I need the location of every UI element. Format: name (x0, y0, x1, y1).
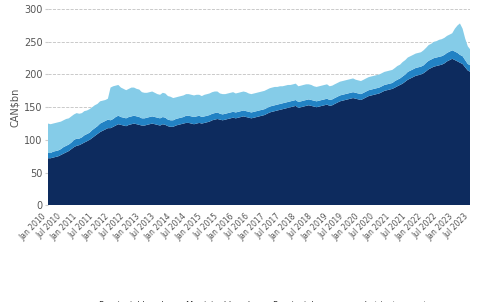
Y-axis label: CAN$bn: CAN$bn (10, 88, 20, 127)
Legend: Provincial bonds, Municipal bonds, Provincial money market instruments: Provincial bonds, Municipal bonds, Provi… (84, 298, 434, 302)
